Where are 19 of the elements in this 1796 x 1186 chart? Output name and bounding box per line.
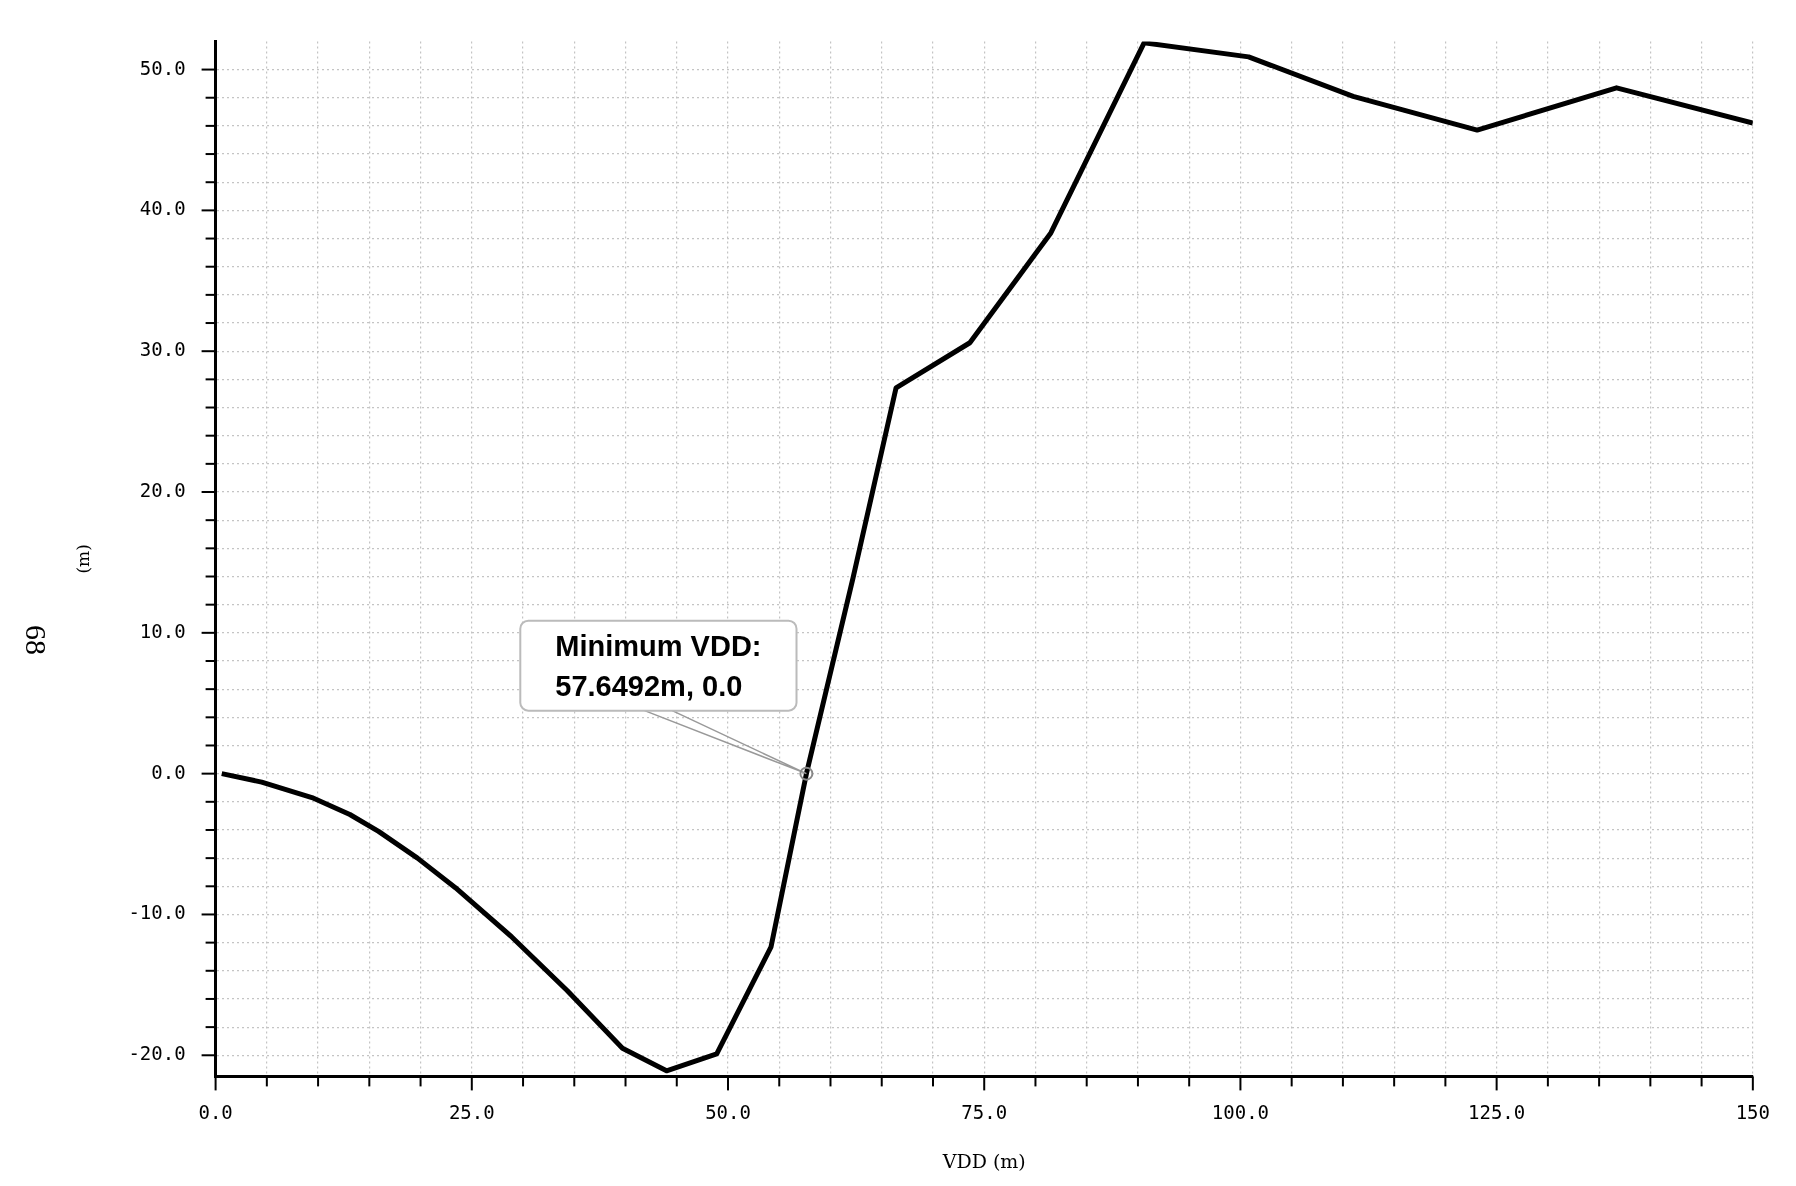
y-tick-label: -20.0 (128, 1042, 186, 1065)
annotation: Minimum VDD: 57.6492m, 0.0 (555, 629, 762, 702)
x-tick-label: 125.0 (1468, 1100, 1526, 1123)
y-tick-label: -10.0 (128, 901, 186, 924)
y-tick-label: 30.0 (139, 338, 186, 361)
y-tick-label: 20.0 (139, 478, 186, 501)
x-tick-label: 25.0 (448, 1100, 495, 1123)
x-tick-label: 50.0 (705, 1100, 751, 1123)
text: 68 (20, 625, 54, 655)
y-axis-title: (m) (72, 544, 93, 574)
x-tick-label: 0.0 (198, 1100, 233, 1123)
y-tick-label: 0.0 (151, 760, 186, 783)
x-tick-label: 100.0 (1211, 1100, 1270, 1123)
y-tick-label: 50.0 (139, 56, 186, 79)
x-tick-label: 150 (1735, 1100, 1771, 1123)
x-axis-title: VDD (m) (941, 1149, 1026, 1172)
y-tick-label: 10.0 (139, 619, 186, 642)
y-tick-label: 40.0 (139, 197, 186, 220)
x-tick-label: 75.0 (961, 1100, 1008, 1123)
